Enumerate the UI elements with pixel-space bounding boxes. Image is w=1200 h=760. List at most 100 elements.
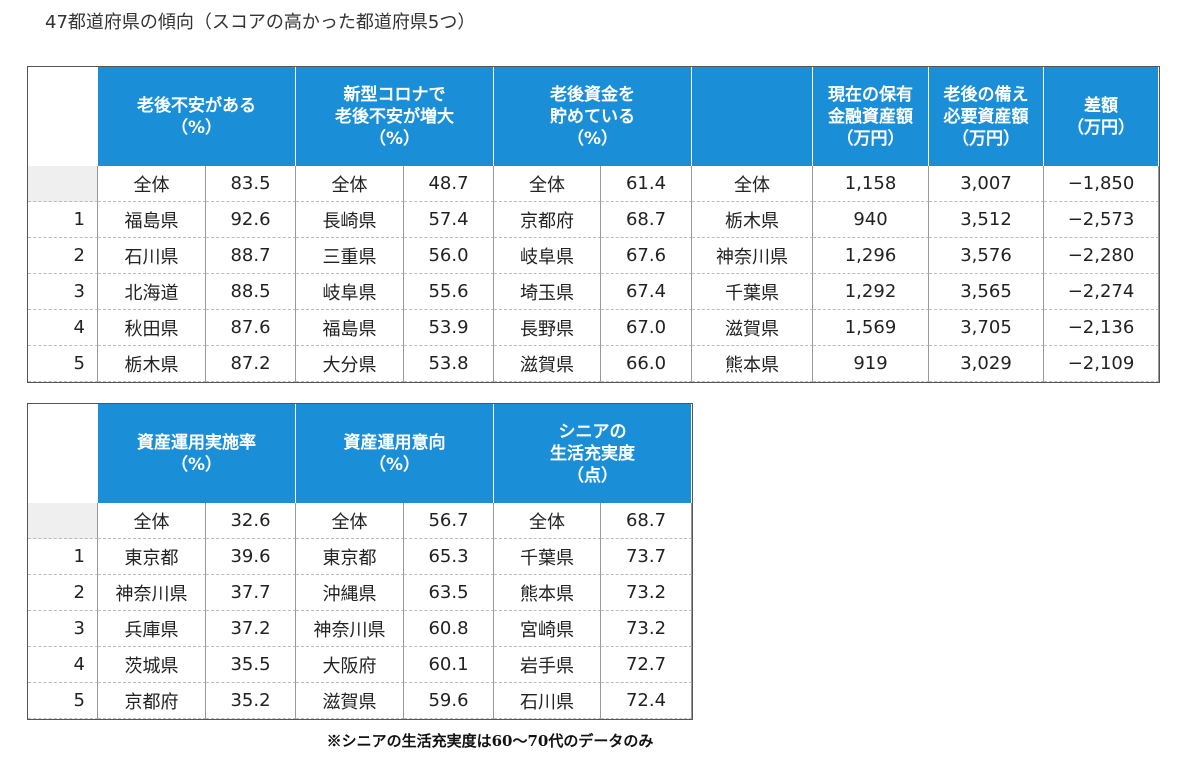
cell: 73.2 — [601, 611, 692, 647]
header-line: （点） — [567, 465, 618, 486]
cell: 岩手県 — [494, 647, 601, 683]
cell: 京都府 — [494, 202, 601, 238]
header-line: （%） — [170, 117, 223, 138]
cell: −2,274 — [1044, 274, 1159, 310]
footnote: ※シニアの生活充実度は60～70代のデータのみ — [326, 732, 654, 750]
cell: −2,109 — [1044, 346, 1159, 382]
column-header: 資産運用意向 （%） — [296, 404, 494, 503]
cell: 72.4 — [601, 683, 692, 719]
cell: 3,512 — [929, 202, 1044, 238]
rank-cell: 2 — [28, 575, 98, 611]
cell: 熊本県 — [692, 346, 813, 382]
header-line: 老後不安が増大 — [335, 106, 454, 127]
table-1: 老後不安がある （%） 新型コロナで 老後不安が増大 （%） 老後資金を 貯めている （%）現… — [27, 66, 1160, 383]
cell: 67.0 — [601, 310, 692, 346]
cell: 全体 — [98, 503, 206, 539]
cell: 1,292 — [813, 274, 929, 310]
cell: 宮崎県 — [494, 611, 601, 647]
header-line: （%） — [170, 454, 223, 475]
cell: 1,296 — [813, 238, 929, 274]
cell: 92.6 — [206, 202, 296, 238]
cell: 岐阜県 — [296, 274, 404, 310]
header-line: 差額 — [1084, 95, 1118, 116]
header-line: シニアの — [558, 421, 627, 442]
cell: 55.6 — [404, 274, 494, 310]
cell: 60.1 — [404, 647, 494, 683]
rank-cell — [28, 503, 98, 539]
column-header: シニアの 生活充実度 （点） — [494, 404, 692, 503]
cell: 59.6 — [404, 683, 494, 719]
cell: 72.7 — [601, 647, 692, 683]
cell: 68.7 — [601, 503, 692, 539]
cell: 神奈川県 — [296, 611, 404, 647]
header-line: 資産運用実施率 — [137, 432, 256, 453]
cell: −1,850 — [1044, 166, 1159, 202]
cell: 53.9 — [404, 310, 494, 346]
cell: 39.6 — [206, 539, 296, 575]
cell: 千葉県 — [692, 274, 813, 310]
rank-cell: 4 — [28, 647, 98, 683]
cell: 60.8 — [404, 611, 494, 647]
rank-cell: 3 — [28, 611, 98, 647]
cell: 66.0 — [601, 346, 692, 382]
column-header: 老後の備え 必要資産額 （万円） — [929, 67, 1044, 166]
cell: 3,705 — [929, 310, 1044, 346]
rank-cell: 4 — [28, 310, 98, 346]
rank-cell: 5 — [28, 346, 98, 382]
cell: 埼玉県 — [494, 274, 601, 310]
cell: 63.5 — [404, 575, 494, 611]
cell: 37.7 — [206, 575, 296, 611]
cell: 940 — [813, 202, 929, 238]
rank-cell: 1 — [28, 539, 98, 575]
cell: 1,158 — [813, 166, 929, 202]
cell: 48.7 — [404, 166, 494, 202]
cell: 3,007 — [929, 166, 1044, 202]
header-line: 現在の保有 — [828, 84, 913, 105]
header-line: （万円） — [1067, 117, 1135, 138]
cell: 熊本県 — [494, 575, 601, 611]
cell: −2,280 — [1044, 238, 1159, 274]
cell: 岐阜県 — [494, 238, 601, 274]
cell: 全体 — [296, 166, 404, 202]
cell: 栃木県 — [692, 202, 813, 238]
cell: 滋賀県 — [494, 346, 601, 382]
cell: 長崎県 — [296, 202, 404, 238]
cell: 67.4 — [601, 274, 692, 310]
cell: 大阪府 — [296, 647, 404, 683]
column-header: 差額 （万円） — [1044, 67, 1159, 166]
header-line: 必要資産額 — [943, 106, 1029, 127]
cell: 栃木県 — [98, 346, 206, 382]
column-header: 現在の保有 金融資産額 （万円） — [813, 67, 929, 166]
rank-cell: 5 — [28, 683, 98, 719]
cell: 73.2 — [601, 575, 692, 611]
cell: 三重県 — [296, 238, 404, 274]
title: 47都道府県の傾向（スコアの高かった都道府県5つ） — [45, 12, 476, 33]
cell: −2,573 — [1044, 202, 1159, 238]
cell: 35.5 — [206, 647, 296, 683]
cell: 88.7 — [206, 238, 296, 274]
cell: 56.0 — [404, 238, 494, 274]
cell: 全体 — [296, 503, 404, 539]
header-line: 生活充実度 — [550, 443, 635, 464]
header-blank — [692, 67, 813, 166]
cell: 87.2 — [206, 346, 296, 382]
cell: 滋賀県 — [692, 310, 813, 346]
header-line: （万円） — [952, 128, 1020, 149]
cell: 滋賀県 — [296, 683, 404, 719]
cell: 北海道 — [98, 274, 206, 310]
rank-cell — [28, 166, 98, 202]
header-line: （%） — [368, 454, 421, 475]
cell: 石川県 — [494, 683, 601, 719]
cell: 全体 — [692, 166, 813, 202]
cell: 65.3 — [404, 539, 494, 575]
cell: 千葉県 — [494, 539, 601, 575]
cell: 東京都 — [98, 539, 206, 575]
header-line: （%） — [566, 128, 619, 149]
cell: 福島県 — [98, 202, 206, 238]
cell: 神奈川県 — [692, 238, 813, 274]
cell: 福島県 — [296, 310, 404, 346]
header-line: 貯めている — [550, 106, 635, 127]
rank-cell: 3 — [28, 274, 98, 310]
column-header: 老後不安がある （%） — [98, 67, 296, 166]
column-header: 老後資金を 貯めている （%） — [494, 67, 692, 166]
